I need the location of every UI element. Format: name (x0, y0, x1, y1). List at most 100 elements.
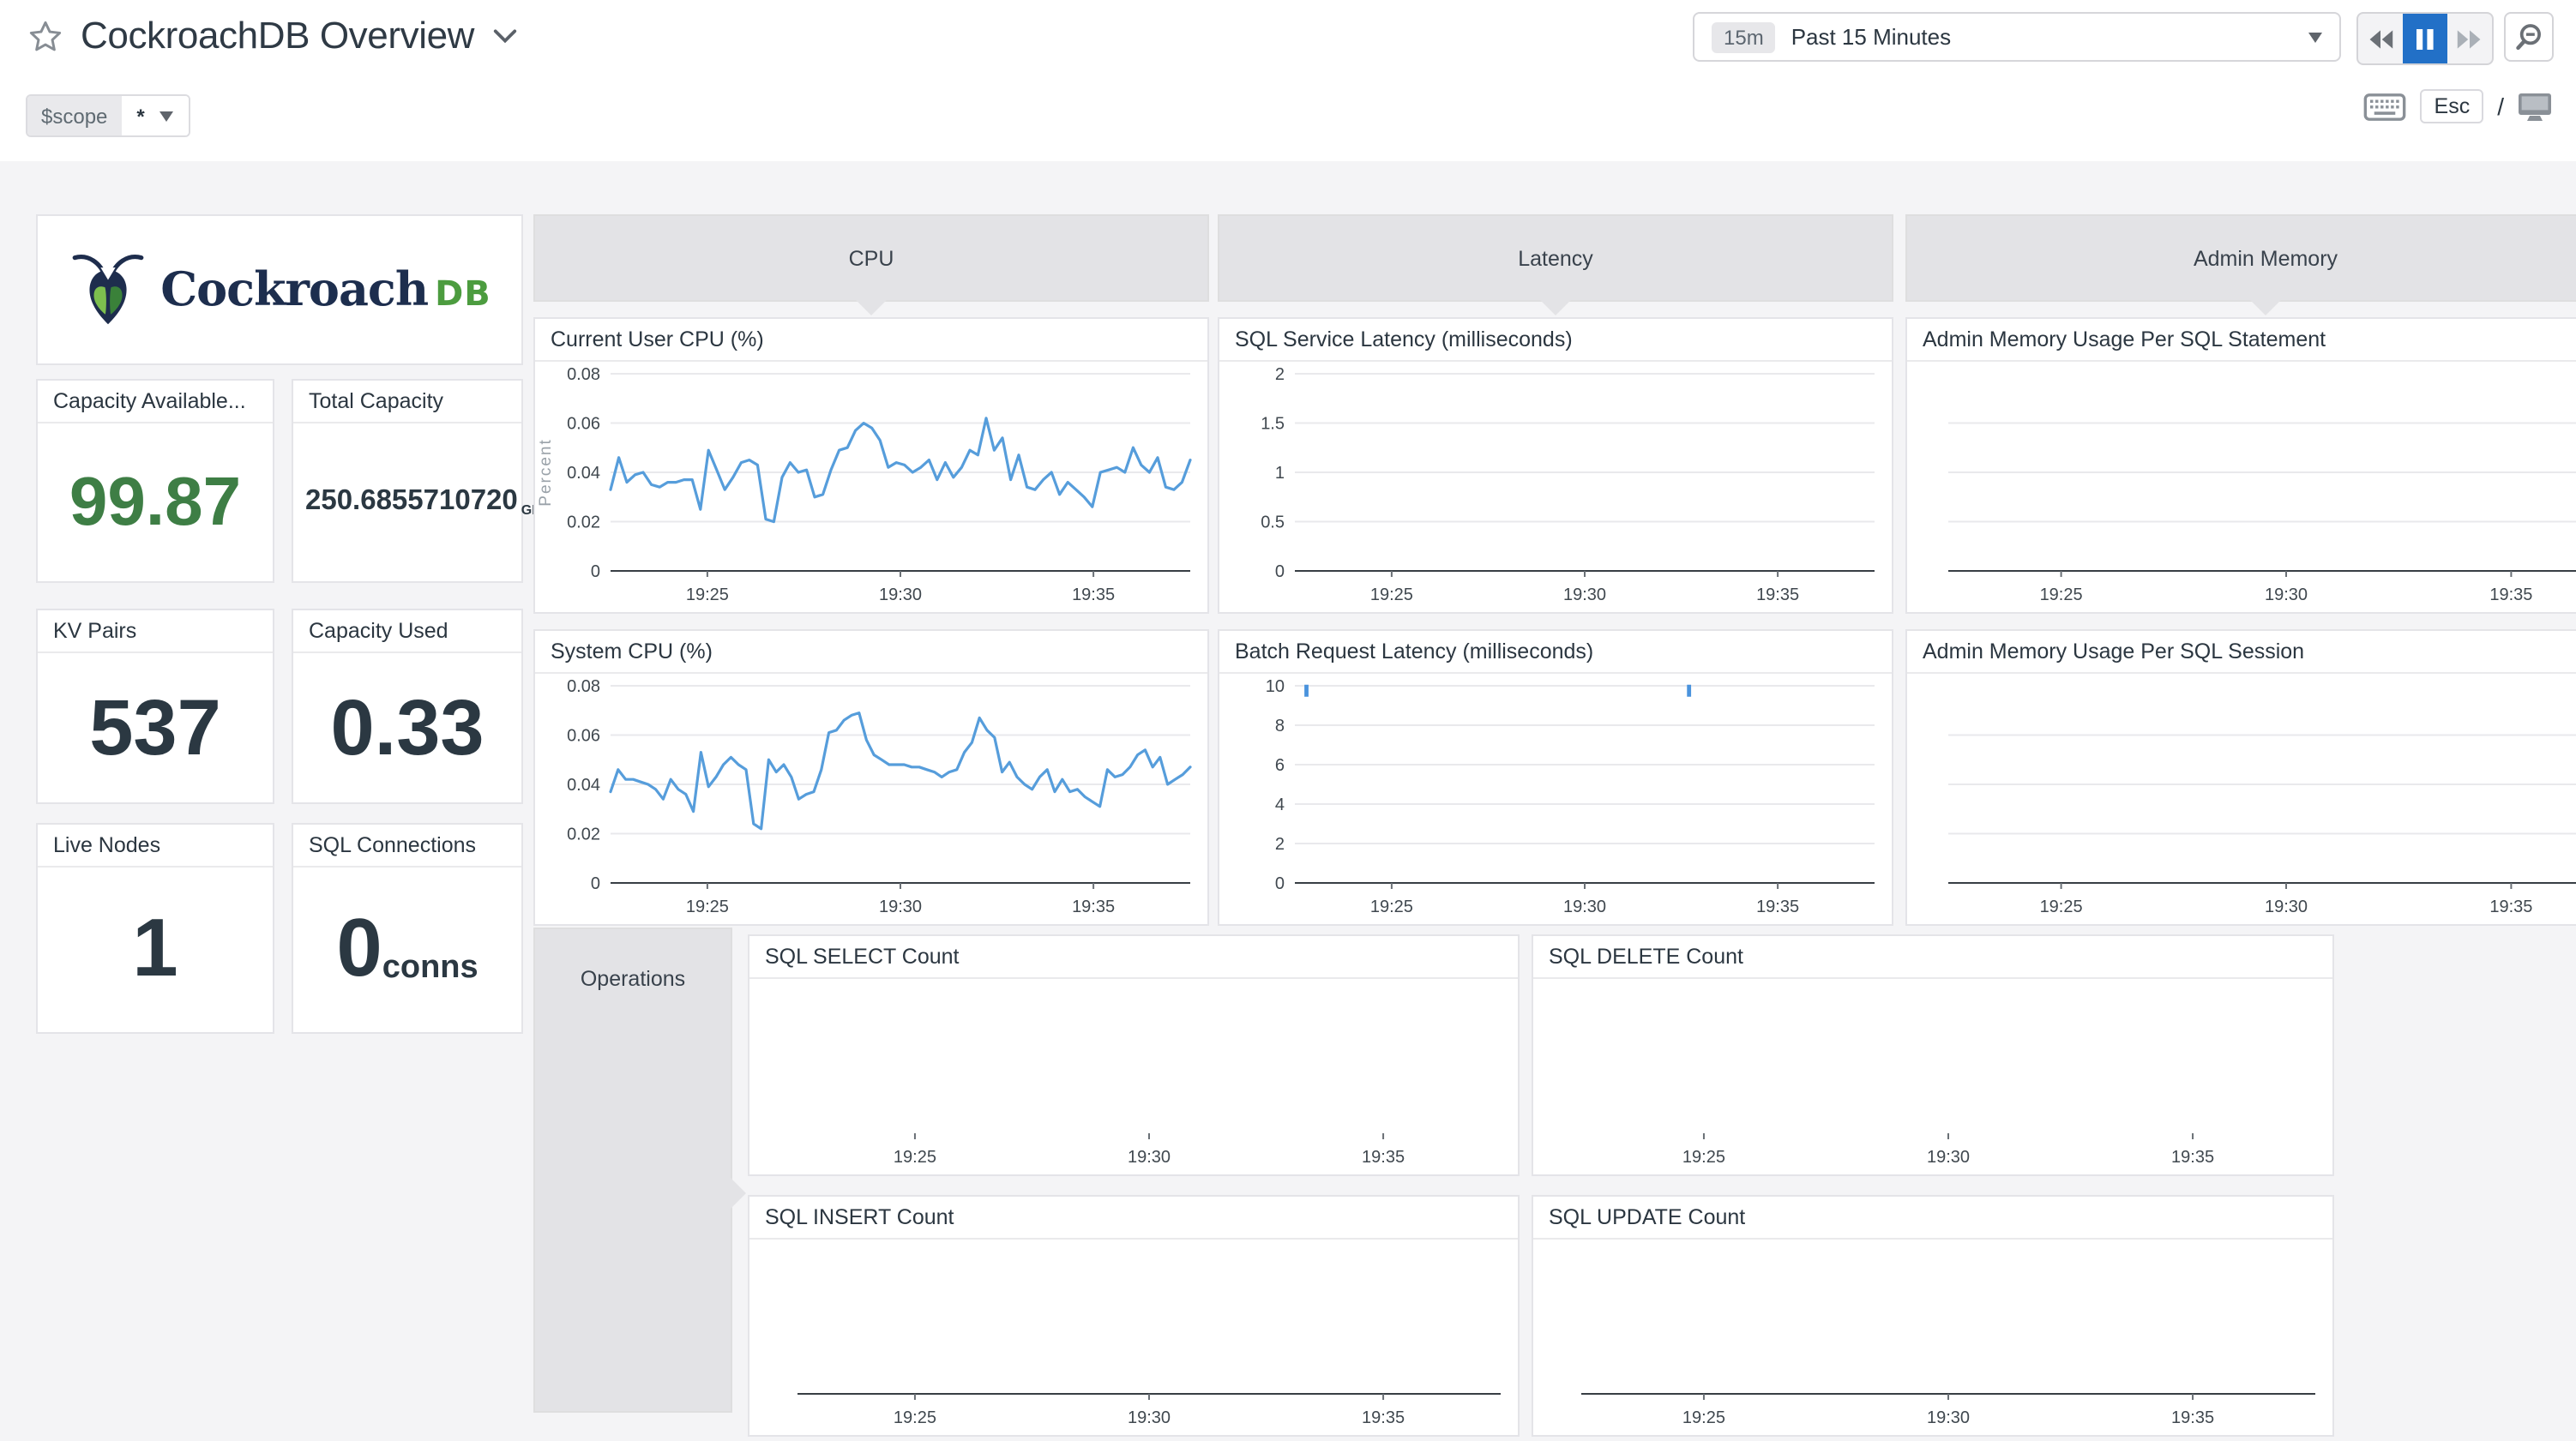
stat-value: 537 (89, 682, 221, 772)
chart-title: Current User CPU (%) (535, 319, 1207, 362)
admin-memory-session-chart: 19:25 19:30 19:35 (1948, 734, 2576, 916)
chart-card-current-user-cpu[interactable]: Current User CPU (%) 0 0.02 0.04 0.06 0.08 19… (533, 317, 1209, 614)
chart-card-sql-service-latency[interactable]: SQL Service Latency (milliseconds) 0 0.5 1… (1218, 317, 1893, 614)
cpu-group-notch (856, 300, 887, 315)
title-row: CockroachDB Overview (27, 14, 517, 58)
chart-card-sql-update-count[interactable]: SQL UPDATE Count 19:25 19:30 19:35 (1532, 1195, 2334, 1437)
sql-update-count-chart: 19:25 19:30 19:35 (1581, 1393, 2315, 1427)
favorite-star-icon[interactable] (27, 18, 63, 54)
stat-card-capacity-used[interactable]: Capacity Used 0.33 (292, 609, 523, 804)
chart-card-batch-request-latency[interactable]: Batch Request Latency (milliseconds) 0 2 4… (1218, 629, 1893, 926)
stat-title: KV Pairs (38, 610, 273, 653)
svg-text:0.06: 0.06 (567, 415, 600, 434)
svg-text:0.04: 0.04 (567, 464, 600, 483)
svg-text:19:30: 19:30 (879, 585, 922, 604)
svg-text:2: 2 (1275, 365, 1285, 384)
sql-insert-count-chart: 19:25 19:30 19:35 (797, 1393, 1501, 1427)
chart-card-system-cpu[interactable]: System CPU (%) 0 0.02 0.04 0.06 0.08 19:25 19:… (533, 629, 1209, 926)
stat-card-sql-connections[interactable]: SQL Connections 0 conns (292, 823, 523, 1034)
svg-text:19:35: 19:35 (2171, 1408, 2214, 1427)
svg-text:0.5: 0.5 (1261, 513, 1285, 532)
group-header-operations[interactable]: Operations (533, 928, 732, 1413)
svg-text:19:30: 19:30 (879, 898, 922, 916)
svg-text:19:25: 19:25 (686, 898, 729, 916)
stat-card-kv-pairs[interactable]: KV Pairs 537 (36, 609, 274, 804)
svg-text:1.5: 1.5 (1261, 415, 1285, 434)
group-title: CPU (848, 246, 894, 270)
svg-text:2: 2 (1275, 835, 1285, 854)
stat-card-live-nodes[interactable]: Live Nodes 1 (36, 823, 274, 1034)
svg-text:19:35: 19:35 (2489, 898, 2532, 916)
chart-card-sql-delete-count[interactable]: SQL DELETE Count 19:25 19:30 19:35 (1532, 934, 2334, 1176)
group-title: Admin Memory (2193, 246, 2338, 270)
svg-text:0.08: 0.08 (567, 677, 600, 696)
stat-title: Capacity Available... (38, 381, 273, 423)
stat-unit: conns (382, 949, 478, 985)
stat-value: 250.6855710720 (305, 485, 518, 517)
svg-text:0: 0 (591, 874, 600, 893)
group-header-admin-memory[interactable]: Admin Memory (1905, 214, 2576, 302)
fast-forward-button[interactable] (2447, 14, 2492, 63)
system-cpu-chart: 0 0.02 0.04 0.06 0.08 19:25 19:30 19:35 (567, 677, 1192, 916)
group-header-latency[interactable]: Latency (1218, 214, 1893, 302)
svg-text:19:25: 19:25 (686, 585, 729, 604)
stat-value: 99.87 (69, 464, 242, 539)
chart-card-sql-select-count[interactable]: SQL SELECT Count 19:25 19:30 19:35 (748, 934, 1520, 1176)
svg-text:0.02: 0.02 (567, 826, 600, 844)
tv-mode-icon[interactable] (2518, 92, 2552, 121)
title-chevron-down-icon[interactable] (491, 27, 517, 45)
svg-text:19:35: 19:35 (1072, 585, 1115, 604)
chart-title: Batch Request Latency (milliseconds) (1219, 631, 1892, 674)
group-header-cpu[interactable]: CPU (533, 214, 1209, 302)
svg-text:4: 4 (1275, 796, 1285, 814)
stat-card-capacity-available[interactable]: Capacity Available... 99.87 (36, 379, 274, 583)
rewind-button[interactable] (2358, 14, 2403, 63)
svg-text:19:30: 19:30 (1927, 1408, 1970, 1427)
stat-title: Live Nodes (38, 825, 273, 868)
page-title: CockroachDB Overview (81, 14, 475, 57)
stat-value: 0.33 (330, 682, 485, 772)
template-variable-scope[interactable]: $scope * (26, 94, 191, 137)
svg-text:0: 0 (1275, 874, 1285, 893)
chart-title: SQL SELECT Count (749, 936, 1518, 979)
batch-request-latency-chart: 0 2 4 6 8 10 19:25 19:30 19:35 (1266, 677, 1875, 916)
chart-card-admin-memory-session[interactable]: Admin Memory Usage Per SQL Session 19:25… (1905, 629, 2576, 926)
svg-text:19:25: 19:25 (1370, 585, 1413, 604)
chart-title: SQL DELETE Count (1533, 936, 2332, 979)
scope-variable-value: * (136, 104, 145, 128)
brand-wordmark: Cockroach (160, 263, 429, 316)
esc-key-badge: Esc (2420, 89, 2484, 123)
sql-service-latency-chart: 0 0.5 1 1.5 2 19:25 19:30 19:35 (1261, 365, 1875, 604)
svg-text:0.04: 0.04 (567, 776, 600, 795)
chart-title: SQL INSERT Count (749, 1197, 1518, 1240)
group-title: Latency (1518, 246, 1593, 270)
stat-card-total-capacity[interactable]: Total Capacity 250.6855710720 GB (292, 379, 542, 583)
chart-card-admin-memory-statement[interactable]: Admin Memory Usage Per SQL Statement 19:… (1905, 317, 2576, 614)
sql-delete-count-chart: 19:25 19:30 19:35 (1682, 1133, 2214, 1167)
svg-text:19:25: 19:25 (1682, 1148, 1725, 1167)
zoom-out-icon (2516, 24, 2541, 51)
svg-text:19:25: 19:25 (1370, 898, 1413, 916)
stat-title: Total Capacity (293, 381, 521, 423)
cockroachdb-bug-logo-icon (68, 247, 147, 333)
svg-text:19:35: 19:35 (1072, 898, 1115, 916)
svg-text:19:25: 19:25 (2040, 585, 2083, 604)
time-range-selector[interactable]: 15m Past 15 Minutes (1693, 12, 2341, 62)
pause-button[interactable] (2403, 14, 2447, 63)
svg-text:19:35: 19:35 (2171, 1148, 2214, 1167)
svg-text:19:30: 19:30 (1563, 898, 1606, 916)
view-controls: Esc / (2364, 89, 2552, 123)
chart-title: SQL UPDATE Count (1533, 1197, 2332, 1240)
keyboard-shortcuts-icon[interactable] (2364, 92, 2407, 121)
svg-text:19:35: 19:35 (1756, 898, 1799, 916)
svg-text:0.06: 0.06 (567, 727, 600, 746)
brand-suffix: DB (435, 272, 491, 313)
svg-text:19:25: 19:25 (894, 1148, 936, 1167)
group-title: Operations (580, 967, 686, 991)
chart-card-sql-insert-count[interactable]: SQL INSERT Count 19:25 19:30 19:35 (748, 1195, 1520, 1437)
svg-text:19:30: 19:30 (2265, 585, 2308, 604)
sql-select-count-chart: 19:25 19:30 19:35 (894, 1133, 1405, 1167)
zoom-out-button[interactable] (2504, 12, 2554, 62)
svg-text:19:25: 19:25 (1682, 1408, 1725, 1427)
